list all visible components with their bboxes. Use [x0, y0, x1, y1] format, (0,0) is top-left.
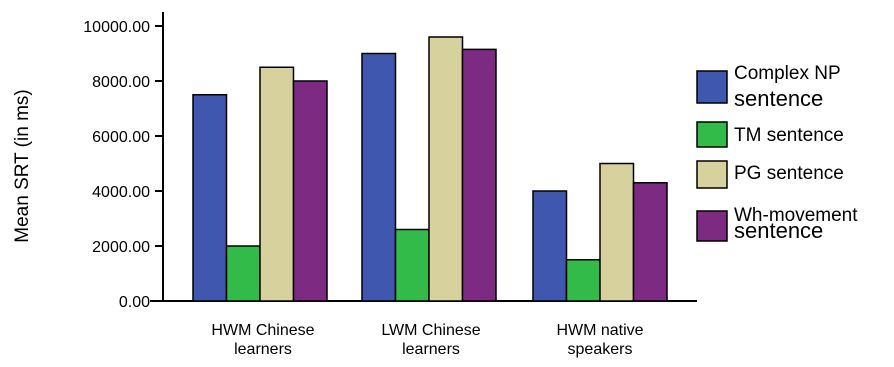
y-tick-label: 0.00	[119, 294, 150, 311]
y-tick-label: 2000.00	[92, 239, 150, 256]
legend-label: TM sentence	[734, 125, 844, 146]
legend-label: Wh-movement	[734, 205, 858, 226]
legend-swatch	[696, 210, 728, 242]
y-tick-label: 8000.00	[92, 74, 150, 91]
y-tick-label: 4000.00	[92, 184, 150, 201]
y-tick-label: 6000.00	[92, 129, 150, 146]
bar	[192, 94, 228, 302]
bar	[461, 48, 497, 302]
x-category-label: learners	[234, 341, 292, 358]
x-category-label: speakers	[568, 341, 633, 358]
bar	[225, 245, 261, 302]
x-category-label: HWM native	[556, 322, 643, 339]
x-category-label: LWM Chinese	[381, 322, 480, 339]
bar	[428, 36, 464, 302]
legend-swatch	[696, 121, 728, 148]
y-tick-label: 10000.00	[83, 19, 150, 36]
bar	[632, 182, 668, 302]
bar	[292, 80, 328, 302]
legend-label: sentence	[734, 218, 823, 243]
bar	[532, 190, 568, 302]
plot-area: 0.00 2000.00 4000.00 6000.00 8000.00 10000.00…	[83, 12, 697, 358]
bar	[599, 162, 635, 302]
x-category-label: HWM Chinese	[211, 322, 314, 339]
bar	[361, 52, 397, 302]
bar	[259, 66, 295, 302]
bar	[565, 259, 601, 302]
bar	[394, 228, 430, 302]
legend-swatch	[696, 160, 728, 189]
legend-label: Complex NP	[734, 63, 841, 84]
legend-swatch	[696, 70, 728, 104]
y-axis-title-group: Mean SRT (in ms)	[12, 89, 33, 242]
x-category-label: learners	[402, 341, 460, 358]
legend-label: sentence	[734, 86, 823, 111]
legend-label: PG sentence	[734, 163, 844, 184]
y-axis-title: Mean SRT (in ms)	[12, 89, 33, 242]
